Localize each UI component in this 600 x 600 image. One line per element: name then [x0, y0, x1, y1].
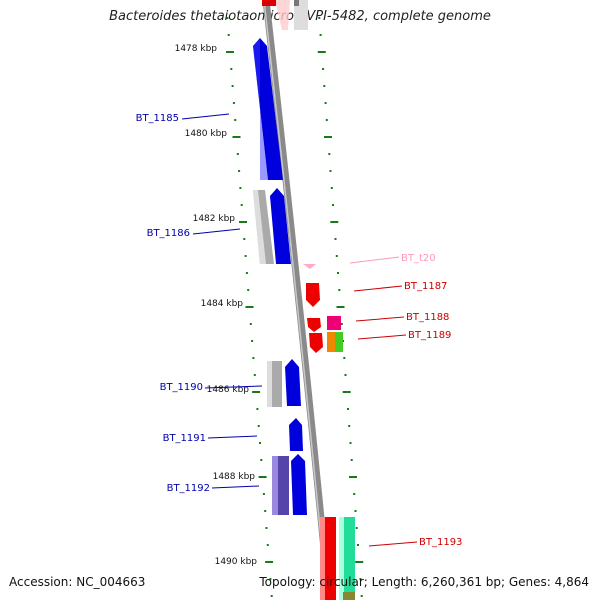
gene-BT_t20[interactable]: [303, 264, 316, 269]
backbone: [262, 0, 333, 600]
gene-label-BT_1193: BT_1193: [419, 537, 462, 548]
gene-labels: BT_1185 BT_1186 BT_t20 BT_1187 BT_1188 B…: [136, 113, 463, 548]
gene-label-BT_1185: BT_1185: [136, 113, 179, 124]
kbp-scale: 1478 kbp 1480 kbp 1482 kbp 1484 kbp 1486…: [175, 44, 258, 567]
kbp-label: 1488 kbp: [213, 472, 256, 482]
label-leaders: [181, 113, 418, 547]
accession-text: Accession: NC_004663: [9, 575, 146, 589]
gene-label-BT_1186: BT_1186: [147, 228, 190, 239]
kbp-label: 1490 kbp: [215, 557, 258, 567]
gene-label-BT_1191: BT_1191: [163, 433, 206, 444]
gene-BT_1193[interactable]: [320, 517, 355, 600]
kbp-label: 1480 kbp: [185, 129, 228, 139]
gene-BT_1192[interactable]: [272, 454, 307, 515]
gene-label-BT_1189: BT_1189: [408, 330, 451, 341]
kbp-label: 1478 kbp: [175, 44, 218, 54]
gene-label-BT_t20: BT_t20: [401, 253, 436, 264]
gene-label-BT_1192: BT_1192: [167, 483, 210, 494]
kbp-label: 1482 kbp: [193, 214, 236, 224]
scale-ticks: [226, 17, 364, 597]
topology-text: Topology: circular; Length: 6,260,361 bp…: [259, 575, 589, 589]
gene-label-BT_1188: BT_1188: [406, 312, 449, 323]
gene-BT_1185[interactable]: [253, 38, 283, 180]
kbp-label: 1486 kbp: [207, 385, 250, 395]
kbp-label: 1484 kbp: [201, 299, 244, 309]
gene-label-BT_1187: BT_1187: [404, 281, 447, 292]
top-partial-features: [262, 0, 308, 30]
gene-BT_1187[interactable]: [306, 283, 320, 307]
gene-BT_1191[interactable]: [289, 418, 303, 451]
gene-BT_1189[interactable]: [309, 332, 343, 353]
gene-label-BT_1190: BT_1190: [160, 382, 203, 393]
gene-BT_1190[interactable]: [267, 359, 301, 407]
gene-BT_1186[interactable]: [253, 188, 291, 264]
gene-BT_1188[interactable]: [307, 316, 341, 332]
